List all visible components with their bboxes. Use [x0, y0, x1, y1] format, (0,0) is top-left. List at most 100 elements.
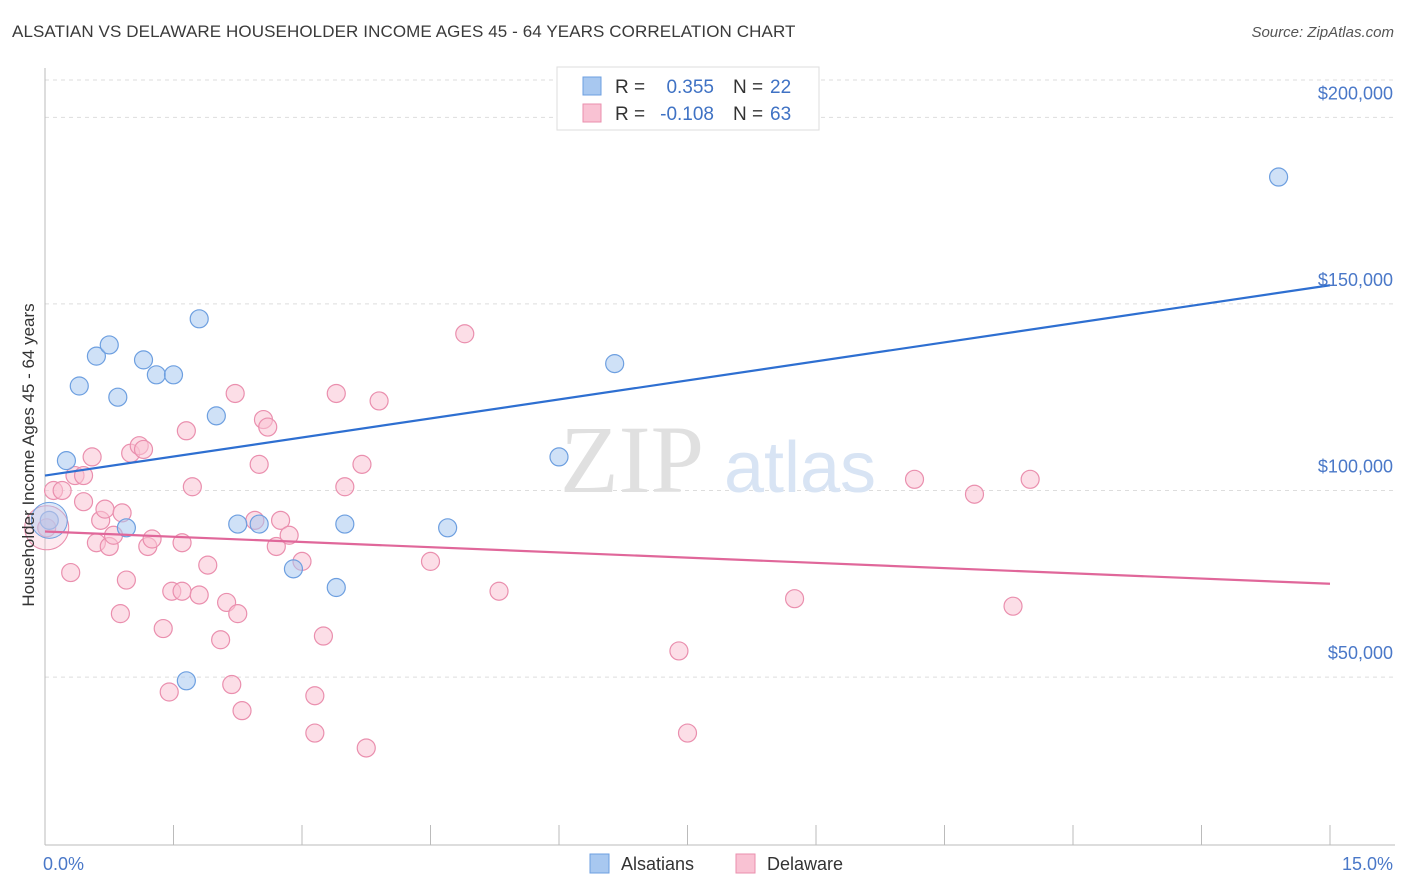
- delaware-point: [249, 454, 269, 474]
- delaware-point: [352, 454, 372, 474]
- r-label: R =: [615, 104, 645, 125]
- delaware-point: [326, 383, 346, 404]
- delaware-point: [420, 551, 441, 571]
- delaware-point: [677, 723, 698, 743]
- delaware-point: [82, 447, 102, 467]
- x-tick-label: 0.0%: [43, 854, 84, 874]
- delaware-point: [964, 484, 985, 504]
- delaware-point: [153, 618, 173, 639]
- n-label: N =: [733, 104, 763, 125]
- delaware-legend-swatch: [582, 103, 602, 123]
- delaware-point: [305, 723, 325, 743]
- delaware-legend-label: Delaware: [767, 854, 843, 874]
- delaware-point: [159, 682, 179, 702]
- alsatians-point: [335, 514, 355, 534]
- delaware-trend-line: [44, 530, 1331, 585]
- delaware-point: [211, 630, 231, 650]
- delaware-point: [784, 589, 805, 609]
- alsatians-point: [283, 559, 304, 579]
- alsatians-point: [605, 354, 625, 374]
- delaware-point: [279, 525, 299, 545]
- alsatians-legend-swatch: [582, 76, 602, 96]
- alsatians-point: [99, 335, 119, 355]
- alsatians-point: [108, 387, 128, 407]
- alsatians-point: [133, 350, 154, 370]
- delaware-point: [313, 626, 334, 646]
- delaware-point: [73, 492, 94, 512]
- alsatians-point: [39, 510, 59, 530]
- n-label: N =: [733, 77, 763, 98]
- delaware-point: [369, 391, 389, 411]
- alsatians-point: [1268, 167, 1289, 187]
- delaware-point: [258, 417, 278, 437]
- alsatians-point: [249, 514, 269, 534]
- delaware-point: [24, 505, 70, 551]
- watermark: ZIP atlas: [560, 406, 876, 513]
- y-tick-label: $200,000: [1318, 83, 1393, 103]
- r-value: -0.108: [660, 104, 714, 125]
- delaware-point: [228, 604, 248, 624]
- delaware-point: [1020, 469, 1040, 489]
- scatter-points: [24, 167, 1289, 758]
- alsatians-point: [438, 518, 458, 538]
- axes: [44, 68, 1395, 846]
- alsatians-point: [189, 309, 209, 329]
- delaware-point: [198, 555, 218, 575]
- delaware-point: [1003, 596, 1023, 616]
- chart-title: ALSATIAN VS DELAWARE HOUSEHOLDER INCOME …: [12, 22, 796, 41]
- delaware-legend-swatch: [735, 853, 756, 874]
- n-value: 63: [770, 104, 791, 125]
- delaware-point: [455, 324, 475, 344]
- alsatians-point: [206, 406, 226, 426]
- delaware-point: [95, 499, 115, 519]
- alsatians-point: [146, 365, 166, 385]
- alsatians-legend-label: Alsatians: [621, 854, 694, 874]
- alsatians-point: [326, 577, 346, 598]
- delaware-point: [356, 738, 376, 758]
- alsatians-point: [69, 376, 89, 396]
- y-tick-label: $50,000: [1328, 643, 1393, 663]
- alsatians-point: [228, 514, 248, 534]
- delaware-point: [176, 421, 196, 441]
- y-axis-label: Householder Income Ages 45 - 64 years: [19, 303, 38, 606]
- alsatians-point: [56, 451, 77, 471]
- delaware-point: [489, 581, 509, 601]
- alsatians-point: [116, 518, 136, 538]
- delaware-point: [270, 510, 291, 530]
- alsatians-trend-line: [44, 284, 1331, 477]
- delaware-point: [142, 529, 162, 549]
- delaware-point: [133, 439, 154, 460]
- x-tick-label: 15.0%: [1342, 854, 1393, 874]
- watermark-zip: ZIP: [560, 406, 704, 513]
- y-tick-labels: $50,000 $100,000 $150,000 $200,000: [1318, 83, 1393, 663]
- delaware-point: [222, 674, 242, 695]
- y-tick-label: $100,000: [1318, 456, 1393, 476]
- alsatians-point: [549, 447, 569, 467]
- alsatians-point: [163, 365, 184, 385]
- delaware-point: [669, 641, 689, 661]
- r-value: 0.355: [666, 77, 714, 98]
- delaware-point: [61, 562, 81, 583]
- alsatians-legend-swatch: [589, 853, 610, 874]
- delaware-point: [225, 383, 245, 404]
- trend-lines: [44, 284, 1331, 585]
- delaware-point: [189, 585, 209, 605]
- delaware-point: [232, 701, 252, 721]
- series-legend: Alsatians Delaware: [589, 853, 843, 874]
- delaware-point: [172, 581, 192, 601]
- watermark-atlas: atlas: [724, 428, 876, 508]
- y-tick-label: $150,000: [1318, 270, 1393, 290]
- delaware-point: [182, 477, 202, 497]
- delaware-point: [52, 480, 72, 501]
- delaware-point: [110, 604, 130, 624]
- delaware-point: [305, 686, 325, 706]
- alsatians-point: [176, 671, 196, 691]
- chart-source: Source: ZipAtlas.com: [1251, 24, 1394, 41]
- alsatians-point: [86, 346, 107, 366]
- delaware-point: [335, 477, 355, 497]
- x-tick-labels: 0.0% 15.0%: [43, 854, 1393, 874]
- stats-legend: R = 0.355 N = 22 R = -0.108 N = 63: [556, 66, 820, 131]
- delaware-point: [904, 469, 925, 489]
- r-label: R =: [615, 77, 645, 98]
